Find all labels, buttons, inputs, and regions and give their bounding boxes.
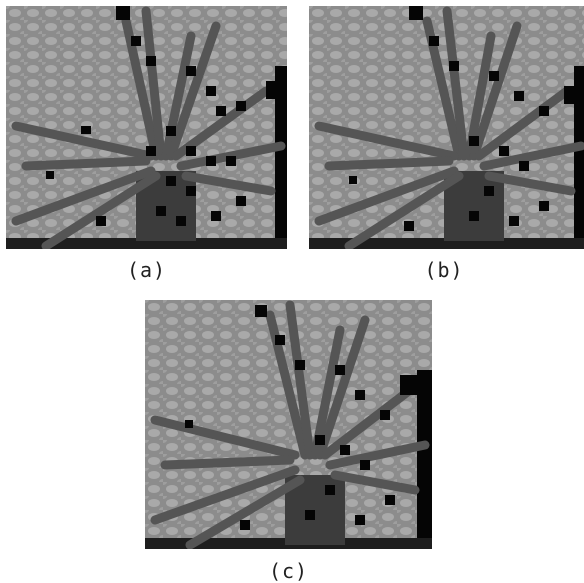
plant-photo-icon [145, 300, 432, 549]
caption-c: (c) [268, 559, 309, 583]
panel-c-image [145, 300, 432, 549]
caption-a: (a) [126, 258, 167, 282]
panel-a-image [6, 6, 287, 249]
plant-photo-icon [309, 6, 584, 249]
caption-b: (b) [424, 258, 464, 282]
panel-b-image [309, 6, 584, 249]
plant-photo-icon [6, 6, 287, 249]
